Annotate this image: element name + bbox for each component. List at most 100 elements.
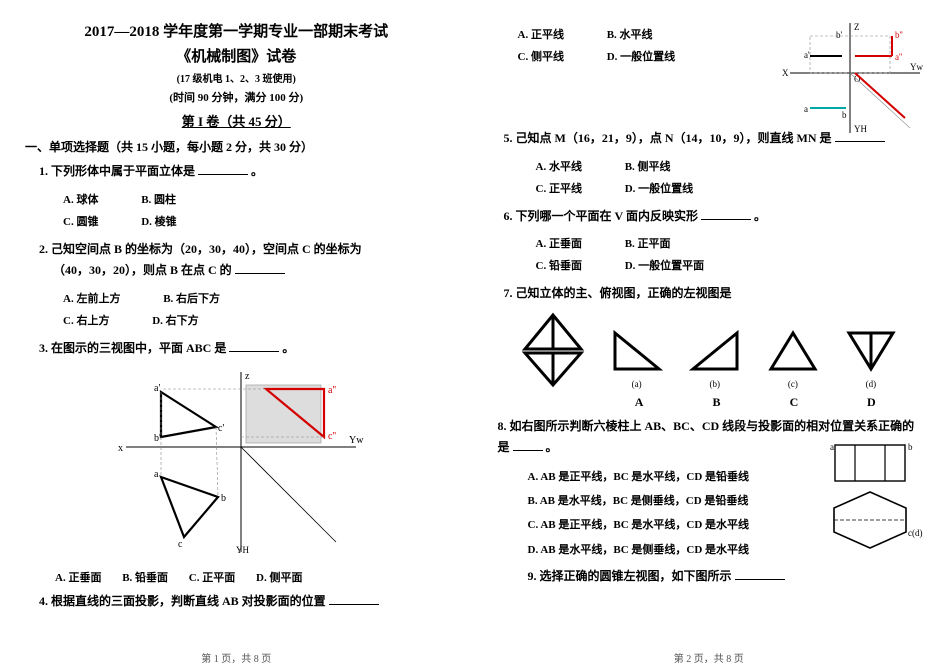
q5-opt-d: D. 一般位置线 xyxy=(625,178,693,200)
time-score-info: (时间 90 分钟，满分 100 分) xyxy=(25,89,448,105)
q7-label-d: D xyxy=(833,395,910,410)
question-9: 9. 选择正确的圆锥左视图，如下图所示 xyxy=(528,566,921,588)
q3-opt-b: B. 铅垂面 xyxy=(122,569,168,585)
q1-opt-c: C. 圆锥 xyxy=(63,211,98,233)
part-1-header: 一、单项选择题（共 15 小题，每小题 2 分，共 30 分） xyxy=(25,138,448,155)
q7-text: 7. 己知立体的主、俯视图，正确的左视图是 xyxy=(504,286,732,300)
question-2: 2. 己知空间点 B 的坐标为（20，30，40），空间点 C 的坐标为 （40… xyxy=(39,239,448,282)
svg-text:a: a xyxy=(830,442,834,452)
q7-small-d: (d) xyxy=(843,379,899,389)
svg-text:x: x xyxy=(118,443,123,454)
question-8: 8. 如右图所示判断六棱柱上 AB、BC、CD 线段与投影面的相对位置关系正确的… xyxy=(498,416,921,562)
svg-text:b': b' xyxy=(154,433,161,444)
svg-text:a'': a'' xyxy=(328,385,336,396)
q1-text: 1. 下列形体中属于平面立体是 xyxy=(39,164,195,178)
q6-opt-c: C. 铅垂面 xyxy=(536,255,582,277)
q2-opt-c: C. 右上方 xyxy=(63,310,109,332)
q5-opt-b: B. 侧平线 xyxy=(625,156,671,178)
svg-text:Yw: Yw xyxy=(349,435,364,446)
q3-answer-options: A. 正垂面 B. 铅垂面 C. 正平面 D. 侧平面 xyxy=(55,569,448,585)
q7-small-c: (c) xyxy=(765,379,821,389)
svg-text:b': b' xyxy=(836,30,843,40)
q8-after: 。 xyxy=(546,440,558,454)
q4-opt-a: A. 正平线 xyxy=(518,24,564,46)
q3-diagram: x Yw z a' c' b' a'' c'' a b c xyxy=(25,367,448,561)
question-1: 1. 下列形体中属于平面立体是 。 xyxy=(39,161,448,183)
q8-opt-d: D. AB 是水平线，BC 是侧垂线，CD 是水平线 xyxy=(528,538,818,562)
question-7: 7. 己知立体的主、俯视图，正确的左视图是 xyxy=(504,283,921,305)
q3-opt-d: D. 侧平面 xyxy=(256,569,302,585)
q7-triangle-row: (a) (b) (c) (d) xyxy=(508,311,911,389)
q3-after: 。 xyxy=(282,341,294,355)
question-4: 4. 根据直线的三面投影，判断直线 AB 对投影面的位置 xyxy=(39,591,448,613)
q7-small-a: (a) xyxy=(609,379,665,389)
svg-text:Z: Z xyxy=(854,22,860,32)
q2-opt-b: B. 右后下方 xyxy=(163,288,220,310)
q6-after: 。 xyxy=(754,209,766,223)
page-1: 2017—2018 学年度第一学期专业一部期末考试 《机械制图》试卷 (17 级… xyxy=(0,0,473,669)
q5-opt-a: A. 水平线 xyxy=(536,156,582,178)
q2-opt-d: D. 右下方 xyxy=(152,310,198,332)
q8-options: A. AB 是正平线，BC 是水平线，CD 是铅垂线 B. AB 是水平线，BC… xyxy=(528,465,818,562)
svg-text:c': c' xyxy=(218,423,224,434)
q8-hexagon-diagram: a b c(d) xyxy=(810,440,930,554)
q4-opt-b: B. 水平线 xyxy=(607,24,653,46)
q7-shape-c xyxy=(765,327,821,375)
q4-opt-c: C. 侧平线 xyxy=(518,46,564,68)
svg-text:YH: YH xyxy=(854,124,867,134)
svg-text:Yw: Yw xyxy=(910,62,923,72)
q7-option-labels: A B C D xyxy=(508,395,911,410)
svg-text:c(d): c(d) xyxy=(908,528,923,538)
q3-opt-c: C. 正平面 xyxy=(189,569,235,585)
q3-opt-a: A. 正垂面 xyxy=(55,569,101,585)
svg-text:c'': c'' xyxy=(328,431,336,442)
q4-blank xyxy=(329,591,379,605)
q2-blank xyxy=(235,260,285,274)
q6-blank xyxy=(701,206,751,220)
hexagon-svg: a b c(d) xyxy=(810,440,930,550)
page-2: X Z Yw YH O b'' a'' a' b' a b A. 正平线 xyxy=(473,0,945,669)
q2-line1: 2. 己知空间点 B 的坐标为（20，30，40），空间点 C 的坐标为 xyxy=(39,242,362,256)
q4-text: 4. 根据直线的三面投影，判断直线 AB 对投影面的位置 xyxy=(39,594,326,608)
q7-small-b: (b) xyxy=(687,379,743,389)
q7-label-b: B xyxy=(678,395,755,410)
q1-opt-d: D. 棱锥 xyxy=(141,211,176,233)
q1-opt-a: A. 球体 xyxy=(63,189,98,211)
q1-blank xyxy=(198,161,248,175)
q8-opt-b: B. AB 是水平线，BC 是侧垂线，CD 是铅垂线 xyxy=(528,489,818,513)
q8-blank xyxy=(513,437,543,451)
q7-shape-b xyxy=(687,327,743,375)
svg-text:a: a xyxy=(154,469,159,480)
q8-opt-a: A. AB 是正平线，BC 是水平线，CD 是铅垂线 xyxy=(528,465,818,489)
exam-title-line1: 2017—2018 学年度第一学期专业一部期末考试 xyxy=(25,20,448,41)
q6-opt-a: A. 正垂面 xyxy=(536,233,582,255)
question-6: 6. 下列哪一个平面在 V 面内反映实形 。 xyxy=(504,206,921,228)
q1-options: A. 球体 B. 圆柱 C. 圆锥 D. 棱锥 xyxy=(63,189,448,233)
q2-options: A. 左前上方 B. 右后下方 C. 右上方 D. 右下方 xyxy=(63,288,448,332)
q1-after: 。 xyxy=(251,164,263,178)
svg-text:a: a xyxy=(804,104,808,114)
q5-options: A. 水平线 B. 侧平线 C. 正平线 D. 一般位置线 xyxy=(536,156,921,200)
q6-opt-d: D. 一般位置平面 xyxy=(625,255,704,277)
q6-options: A. 正垂面 B. 正平面 C. 铅垂面 D. 一般位置平面 xyxy=(536,233,921,277)
svg-text:X: X xyxy=(782,68,789,78)
q7-label-a: A xyxy=(600,395,677,410)
q9-blank xyxy=(735,566,785,580)
q7-given-shape xyxy=(519,311,587,389)
q3-blank xyxy=(229,338,279,352)
q9-text: 9. 选择正确的圆锥左视图，如下图所示 xyxy=(528,569,732,583)
three-view-svg: x Yw z a' c' b' a'' c'' a b c xyxy=(106,367,366,557)
exam-title-line2: 《机械制图》试卷 xyxy=(25,45,448,66)
q6-opt-b: B. 正平面 xyxy=(625,233,671,255)
question-3: 3. 在图示的三视图中，平面 ABC 是 。 xyxy=(39,338,448,360)
q7-shape-d xyxy=(843,327,899,375)
q3-text: 3. 在图示的三视图中，平面 ABC 是 xyxy=(39,341,226,355)
q2-line2: （40，30，20），则点 B 在点 C 的 xyxy=(53,263,232,277)
page-1-footer: 第 1 页，共 8 页 xyxy=(0,650,473,665)
svg-text:a': a' xyxy=(804,50,810,60)
q2-opt-a: A. 左前上方 xyxy=(63,288,120,310)
section-1-title: 第 I 卷（共 45 分） xyxy=(25,111,448,130)
axis-projection-svg: X Z Yw YH O b'' a'' a' b' a b xyxy=(780,18,925,138)
svg-text:b: b xyxy=(908,442,913,452)
q6-text: 6. 下列哪一个平面在 V 面内反映实形 xyxy=(504,209,698,223)
